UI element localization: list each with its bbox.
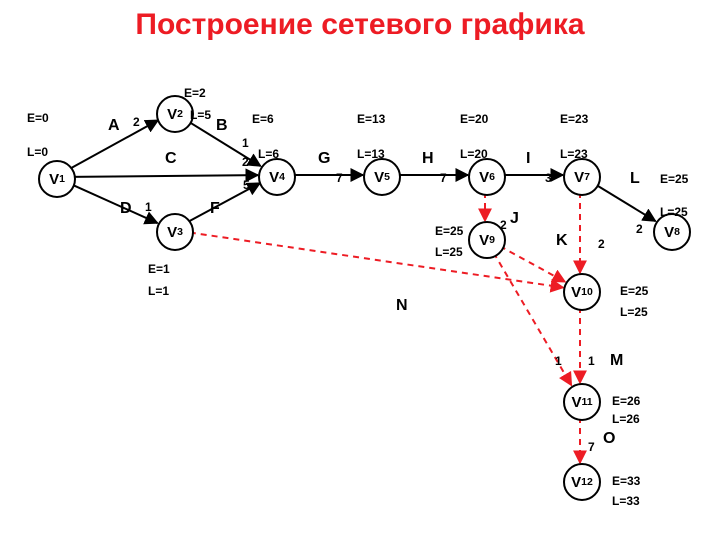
node-V12: V12 [563, 463, 601, 501]
node-V1: V1 [38, 160, 76, 198]
edge-weight2-M: 1 [555, 354, 562, 368]
edge-weight-J: 2 [500, 218, 507, 232]
edge-weight-C: 2 [242, 155, 249, 169]
edge-label-N: N [396, 297, 408, 315]
el-label-2: E=0 [27, 111, 49, 125]
edge-label-K: K [556, 232, 568, 250]
edge-weight-I: 3 [545, 171, 552, 185]
el-label-11: L=23 [560, 147, 588, 161]
el-label-20: E=26 [612, 394, 640, 408]
node-V5: V5 [363, 158, 401, 196]
node-V2: V2 [156, 95, 194, 133]
el-label-22: E=33 [612, 474, 640, 488]
el-label-18: E=1 [148, 262, 170, 276]
el-label-6: E=13 [357, 112, 385, 126]
edge-label-M: M [610, 352, 623, 370]
edge-label-A: A [108, 117, 120, 135]
el-label-13: L=25 [660, 205, 688, 219]
el-label-9: L=20 [460, 147, 488, 161]
edge-label-G: G [318, 150, 330, 168]
diagram-stage: { "title": { "text": "Построение сетевог… [0, 0, 720, 540]
el-label-8: E=20 [460, 112, 488, 126]
edge-label-I: I [526, 150, 530, 168]
edge-weight-G: 7 [336, 171, 343, 185]
el-label-14: E=25 [435, 224, 463, 238]
el-label-23: L=33 [612, 494, 640, 508]
node-V4: V4 [258, 158, 296, 196]
el-label-19: L=1 [148, 284, 169, 298]
edge-weight-K: 2 [598, 237, 605, 251]
node-V6: V6 [468, 158, 506, 196]
el-label-3: L=0 [27, 145, 48, 159]
node-V11: V11 [563, 383, 601, 421]
edge-weight-F: 5 [243, 178, 250, 192]
el-label-5: L=6 [258, 147, 279, 161]
edge-V9-V10 [500, 246, 565, 282]
el-label-15: L=25 [435, 245, 463, 259]
edge-weight-H: 7 [440, 171, 447, 185]
edge-label-B: B [216, 117, 228, 135]
edges-layer [0, 0, 720, 540]
el-label-7: L=13 [357, 147, 385, 161]
edge-L [595, 184, 656, 221]
el-label-12: E=25 [660, 172, 688, 186]
edge-C [72, 175, 258, 177]
edge-label-H: H [422, 150, 434, 168]
edge-label-D: D [120, 200, 132, 218]
edge-label-C: C [165, 150, 177, 168]
el-label-17: L=25 [620, 305, 648, 319]
el-label-10: E=23 [560, 112, 588, 126]
edge-label-F: F [210, 200, 220, 218]
edge-weight-B: 1 [242, 136, 249, 150]
el-label-16: E=25 [620, 284, 648, 298]
edge-label-J: J [510, 210, 519, 228]
edge-weight-L: 2 [636, 222, 643, 236]
node-V10: V10 [563, 273, 601, 311]
node-V3: V3 [156, 213, 194, 251]
el-label-4: E=6 [252, 112, 274, 126]
el-label-1: L=5 [190, 108, 211, 122]
el-label-21: L=26 [612, 412, 640, 426]
edge-weight-O: 7 [588, 440, 595, 454]
edge-weight-A: 2 [133, 115, 140, 129]
edge-weight-M: 1 [588, 354, 595, 368]
edge-label-O: O [603, 430, 615, 448]
node-V7: V7 [563, 158, 601, 196]
edge-label-L: L [630, 170, 640, 188]
edge-weight-D: 1 [145, 200, 152, 214]
el-label-0: E=2 [184, 86, 206, 100]
edge-N [190, 232, 563, 287]
